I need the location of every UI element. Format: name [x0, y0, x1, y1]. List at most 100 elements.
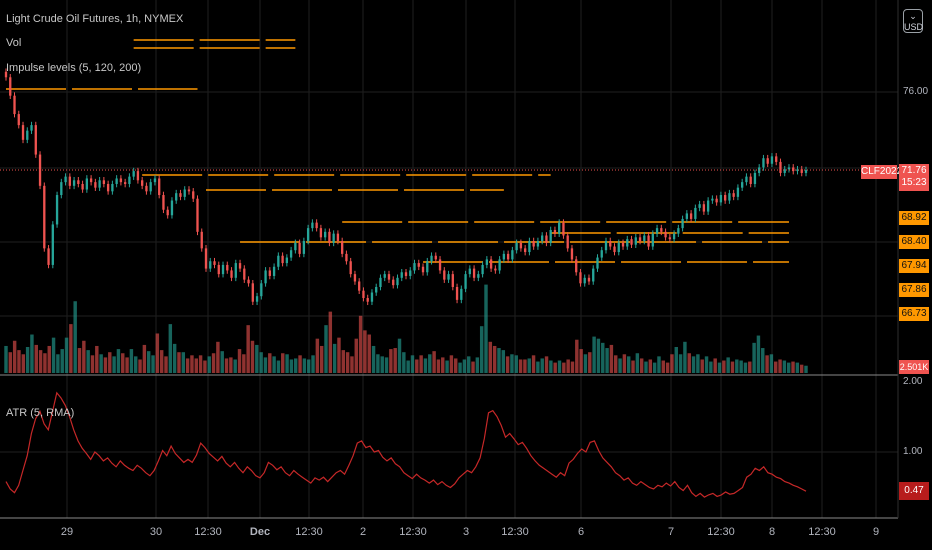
volume-bar — [406, 360, 410, 373]
candle-body — [298, 242, 301, 254]
candle-body — [281, 255, 284, 264]
volume-bar — [458, 362, 462, 373]
volume-bar — [345, 352, 350, 373]
volume-bar — [648, 359, 653, 373]
volume-bar — [21, 354, 26, 373]
volume-bar — [82, 340, 86, 373]
candle-body — [532, 241, 535, 247]
candle-body — [277, 255, 280, 267]
volume-bar — [108, 352, 112, 373]
candle-body — [226, 264, 229, 271]
candle-body — [719, 195, 723, 203]
volume-bar — [4, 345, 8, 373]
volume-bar — [77, 348, 82, 373]
volume-bar — [687, 353, 691, 373]
volume-bar — [198, 355, 203, 373]
candle-body — [251, 283, 254, 302]
volume-bar — [220, 351, 224, 373]
candle-body — [800, 169, 803, 173]
candle-body — [145, 185, 148, 192]
volume-bar — [211, 353, 216, 373]
candle-body — [285, 257, 289, 264]
candle-body — [370, 292, 374, 302]
volume-bar — [466, 356, 471, 373]
candle-body — [685, 213, 689, 219]
volume-bar — [51, 337, 56, 373]
candle-body — [362, 290, 365, 299]
candle-body — [706, 200, 710, 212]
candle-body — [341, 241, 344, 254]
volume-tag: 2.501K — [899, 360, 929, 374]
volume-bar — [799, 364, 804, 373]
candle-body — [68, 176, 71, 186]
volume-bar — [155, 333, 160, 373]
volume-bar — [700, 359, 704, 373]
candle-body — [702, 204, 706, 212]
volume-bar — [752, 342, 756, 373]
time-tick-label: Dec — [249, 526, 271, 538]
volume-bar — [570, 361, 575, 373]
time-tick-label: 2 — [359, 526, 367, 538]
candle-body — [141, 180, 144, 186]
volume-bar — [717, 362, 722, 373]
candle-body — [4, 71, 8, 78]
volume-bar — [363, 330, 367, 373]
volume-bar — [259, 352, 263, 373]
candle-body — [689, 213, 693, 219]
candle-body — [643, 235, 646, 242]
volume-bar — [562, 362, 566, 373]
candle-body — [523, 248, 527, 253]
candle-body — [609, 241, 612, 247]
volume-bar — [445, 360, 449, 373]
legend-title[interactable]: Light Crude Oil Futures, 1h, NYMEX — [6, 13, 184, 25]
candle-body — [306, 228, 310, 242]
volume-bar — [514, 355, 518, 373]
atr-value-tag: 0.47 — [899, 482, 929, 500]
volume-bar — [639, 358, 644, 373]
volume-bar — [142, 344, 147, 373]
legend-impulse[interactable]: Impulse levels (5, 120, 200) — [6, 62, 142, 74]
volume-bar — [730, 361, 735, 373]
volume-bar — [419, 355, 423, 373]
volume-bar — [583, 354, 588, 373]
candle-body — [209, 261, 212, 269]
candle-body — [247, 279, 250, 284]
time-tick-label: 12:30 — [295, 526, 323, 538]
volume-bar — [735, 359, 739, 373]
candle-body — [792, 167, 795, 172]
candle-body — [111, 183, 114, 192]
volume-bar — [428, 354, 432, 373]
volume-bar — [739, 360, 743, 373]
candle-body — [617, 242, 620, 253]
candle-body — [417, 263, 420, 267]
currency-label: USD — [904, 22, 924, 32]
candle-body — [626, 239, 629, 247]
volume-bar — [95, 345, 99, 373]
candle-body — [217, 264, 220, 275]
volume-bar — [726, 357, 730, 373]
candle-body — [596, 257, 599, 269]
legend-atr[interactable]: ATR (5, RMA) — [6, 407, 75, 419]
candle-body — [302, 241, 306, 254]
volume-bar — [380, 356, 384, 373]
time-tick-label: 9 — [872, 526, 880, 538]
volume-bar — [410, 355, 415, 373]
candle-body — [698, 204, 701, 208]
candle-body — [158, 178, 161, 196]
volume-bar — [449, 355, 454, 373]
candle-body — [264, 270, 267, 284]
currency-icon: ⌄ — [909, 11, 917, 21]
candle-body — [506, 253, 510, 260]
volume-bar — [190, 355, 194, 373]
currency-selector[interactable]: ⌄ USD — [903, 9, 923, 33]
candle-body — [647, 235, 650, 247]
volume-bar — [207, 356, 211, 373]
candle-body — [715, 198, 718, 203]
time-tick-label: 6 — [577, 526, 585, 538]
candle-body — [102, 180, 106, 184]
volume-bar — [8, 352, 13, 373]
legend-vol[interactable]: Vol — [6, 37, 22, 49]
volume-bar — [575, 339, 579, 373]
candle-body — [562, 222, 565, 236]
